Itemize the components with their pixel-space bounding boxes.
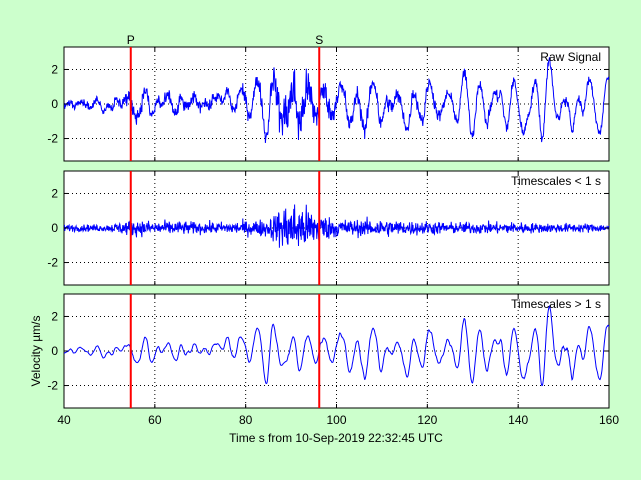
panel-short-timescales: -2 0 2 Timescales < 1 s: [47, 170, 610, 286]
panel-label-long-timescales: Timescales > 1 s: [511, 297, 601, 311]
short-timescales-trace: [64, 204, 609, 248]
x-tick-label: 80: [239, 413, 253, 427]
phase-marker-label-s: S: [315, 33, 323, 47]
y-tick-label: -2: [47, 256, 58, 270]
y-tick-label: 0: [51, 221, 58, 235]
panel-long-timescales: 40 60 80 100 120 140 160 -2 0 2 Timescales > 1 s: [47, 293, 619, 427]
panel-short-timescales-ticks: -2 0 2: [47, 171, 610, 285]
y-tick-label: 2: [51, 62, 58, 76]
y-tick-label: 0: [51, 344, 58, 358]
phase-marker-label-p: P: [127, 33, 135, 47]
panel-long-timescales-ticks: 40 60 80 100 120 140 160 -2 0 2: [47, 294, 619, 427]
x-tick-label: 40: [57, 413, 71, 427]
x-tick-label: 60: [148, 413, 162, 427]
y-tick-label: -2: [47, 132, 58, 146]
panel-raw-signal-ticks: -2 0 2: [47, 47, 610, 161]
x-tick-label: 160: [599, 413, 619, 427]
y-tick-label: 2: [51, 309, 58, 323]
raw-signal-trace: [64, 57, 609, 144]
y-tick-label: -2: [47, 379, 58, 393]
long-timescales-trace: [64, 304, 609, 387]
y-axis-label: Velocity µm/s: [29, 316, 43, 387]
panel-raw-signal: -2 0 2 Raw Signal: [47, 46, 610, 162]
panel-label-raw-signal: Raw Signal: [540, 50, 601, 64]
y-tick-label: 0: [51, 97, 58, 111]
x-tick-label: 140: [508, 413, 528, 427]
x-tick-label: 100: [326, 413, 346, 427]
panel-label-short-timescales: Timescales < 1 s: [511, 174, 601, 188]
x-axis-label: Time s from 10-Sep-2019 22:32:45 UTC: [229, 431, 443, 445]
y-tick-label: 2: [51, 186, 58, 200]
x-tick-label: 120: [417, 413, 437, 427]
